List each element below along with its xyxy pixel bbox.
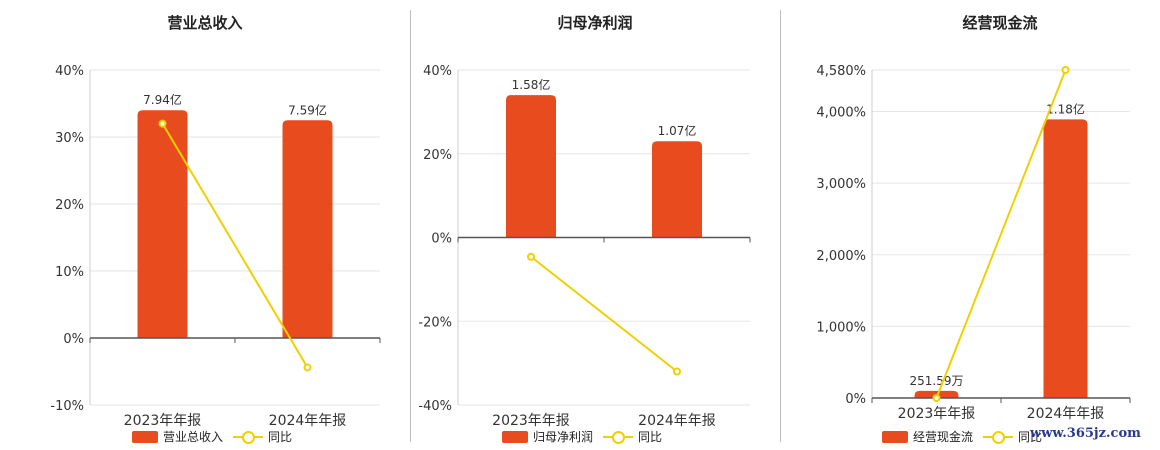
y-tick-label: 3,000% xyxy=(816,177,866,192)
x-tick-label: 2024年年报 xyxy=(1027,406,1105,422)
legend-label: 归母净利润 xyxy=(533,430,594,444)
bar xyxy=(1043,119,1088,398)
y-tick-label: -40% xyxy=(418,399,452,414)
y-tick-label: 20% xyxy=(55,198,84,213)
bar xyxy=(137,110,188,338)
panel-divider xyxy=(780,10,781,442)
legend-item-bar[interactable]: 归母净利润 xyxy=(502,428,593,445)
yoy-point xyxy=(1061,66,1070,74)
x-tick-label: 2024年年报 xyxy=(638,413,716,429)
legend-item-line[interactable]: 同比 xyxy=(983,428,1042,445)
legend-bar-swatch xyxy=(132,430,158,443)
chart-panel-revenue: 营业总收入 40% 30% 20% 10% 0% -10% 7.94亿 7.59亿 2023年年… xyxy=(0,0,410,450)
bar xyxy=(652,141,702,238)
x-tick-label: 2024年年报 xyxy=(269,413,347,429)
chart-panel-cash-flow: 经营现金流 4,580% 4,000% 3,000% 2,000% 1,000% 0% 25… xyxy=(780,0,1160,450)
x-tick-label: 2023年年报 xyxy=(898,406,976,422)
y-tick-label: 1,000% xyxy=(816,320,866,335)
bar-data-label: 7.94亿 xyxy=(143,92,182,107)
chart-title: 归母净利润 xyxy=(557,14,633,32)
chart-legend: 营业总收入 同比 xyxy=(132,428,292,445)
chart-plot-cash-flow: 4,580% 4,000% 3,000% 2,000% 1,000% 0% 251.59万 1… xyxy=(816,64,1131,422)
y-tick-label: 2,000% xyxy=(816,249,866,264)
bar-data-label: 1.58亿 xyxy=(512,77,551,92)
y-tick-label: 0% xyxy=(431,232,452,247)
legend-label: 营业总收入 xyxy=(163,430,224,444)
legend-line-swatch xyxy=(983,430,1014,444)
yoy-point xyxy=(303,363,312,372)
legend-label: 经营现金流 xyxy=(913,430,974,444)
yoy-line xyxy=(161,123,309,368)
legend-label: 同比 xyxy=(268,430,293,444)
legend-item-bar[interactable]: 营业总收入 xyxy=(132,428,223,445)
x-tick-label: 2023年年报 xyxy=(492,413,570,429)
bar xyxy=(282,120,333,338)
y-tick-label: 10% xyxy=(55,265,84,280)
legend-item-line[interactable]: 同比 xyxy=(603,428,662,445)
chart-legend: 归母净利润 同比 xyxy=(502,428,662,445)
y-tick-label: 40% xyxy=(423,64,452,79)
y-tick-label: -20% xyxy=(418,315,452,330)
x-tick-label: 2023年年报 xyxy=(124,413,202,429)
legend-label: 同比 xyxy=(638,430,663,444)
bar-data-label: 1.07亿 xyxy=(658,123,697,138)
y-tick-label: -10% xyxy=(50,399,84,414)
legend-line-swatch xyxy=(603,430,634,444)
y-tick-label: 4,580% xyxy=(816,64,866,79)
y-tick-label: 40% xyxy=(55,64,84,79)
chart-plot-net-profit: 40% 20% 0% -20% -40% 1.58亿 1.07亿 2023年年报 2024年年报 xyxy=(418,64,751,429)
bar xyxy=(506,95,556,238)
bar-data-label: 7.59亿 xyxy=(288,102,327,117)
yoy-point xyxy=(932,394,941,402)
chart-title: 营业总收入 xyxy=(167,14,243,32)
legend-line-swatch xyxy=(233,430,264,444)
yoy-point xyxy=(158,119,167,128)
legend-item-line[interactable]: 同比 xyxy=(233,428,292,445)
y-tick-label: 4,000% xyxy=(816,106,866,121)
watermark-text: www.365jz.com xyxy=(1030,426,1141,441)
chart-panel-net-profit: 归母净利润 40% 20% 0% -20% -40% 1.58亿 1.07亿 2023年年报 2… xyxy=(410,0,780,450)
legend-item-bar[interactable]: 经营现金流 xyxy=(882,428,973,445)
bar-data-label: 251.59万 xyxy=(910,374,964,388)
chart-legend: 经营现金流 同比 xyxy=(882,428,1042,445)
bar-data-label: 1.18亿 xyxy=(1046,101,1085,116)
y-tick-label: 0% xyxy=(63,332,84,347)
legend-bar-swatch xyxy=(502,430,528,443)
yoy-point xyxy=(673,367,681,376)
y-tick-label: 30% xyxy=(55,131,84,146)
yoy-line xyxy=(530,255,678,373)
legend-bar-swatch xyxy=(882,430,908,443)
y-tick-label: 0% xyxy=(845,392,866,407)
panel-divider xyxy=(410,10,411,442)
yoy-line xyxy=(935,69,1067,399)
chart-title: 经营现金流 xyxy=(962,14,1038,32)
chart-plot-revenue: 40% 30% 20% 10% 0% -10% 7.94亿 7.59亿 2023年年报 2024年… xyxy=(50,64,381,429)
legend-label: 同比 xyxy=(1018,430,1043,444)
y-tick-label: 20% xyxy=(423,148,452,163)
yoy-point xyxy=(527,252,535,261)
